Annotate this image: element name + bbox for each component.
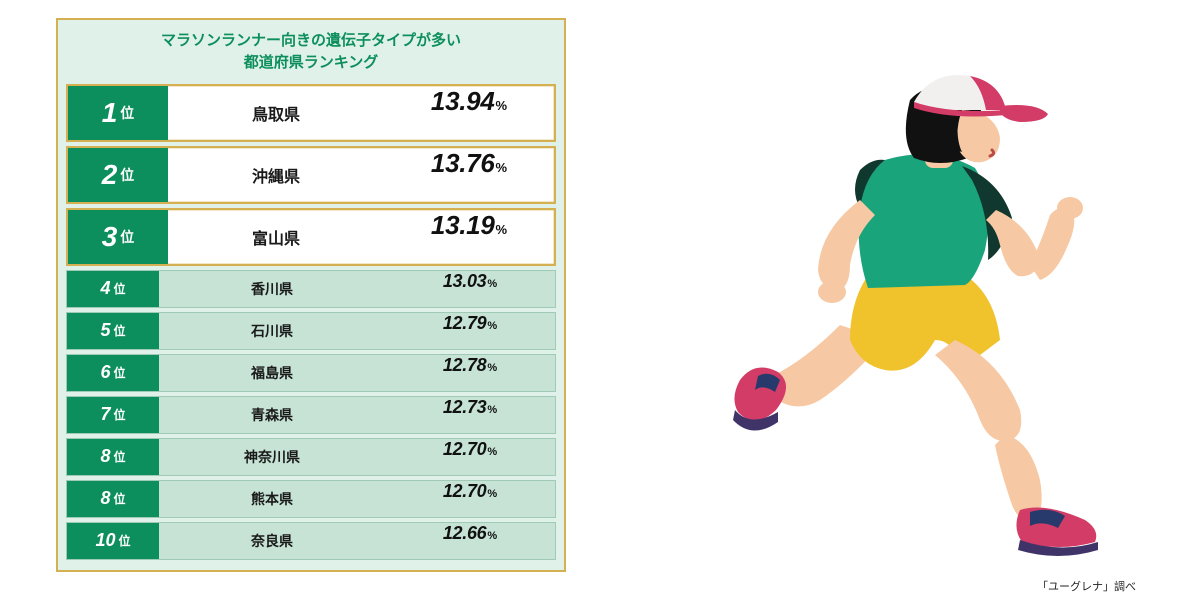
prefecture-name: 富山県 xyxy=(168,210,384,264)
percentage-unit: % xyxy=(487,446,497,458)
percentage-cell: 12.78% xyxy=(385,355,555,391)
title-line1: マラソンランナー向きの遺伝子タイプが多い xyxy=(161,32,461,49)
percentage-cell: 12.79% xyxy=(385,313,555,349)
percentage-value: 12.70 xyxy=(443,481,487,502)
percentage-value: 12.73 xyxy=(443,397,487,418)
ranking-row: 8位神奈川県12.70% xyxy=(66,438,556,476)
percentage-cell: 13.94% xyxy=(384,86,554,140)
ranking-row: 1位鳥取県13.94% xyxy=(66,84,556,142)
rank-number: 4 xyxy=(100,278,110,299)
prefecture-name: 香川県 xyxy=(159,271,385,307)
prefecture-name: 神奈川県 xyxy=(159,439,385,475)
rank-cell: 1位 xyxy=(68,86,168,140)
ranking-row: 5位石川県12.79% xyxy=(66,312,556,350)
ranking-row: 6位福島県12.78% xyxy=(66,354,556,392)
rank-cell: 5位 xyxy=(67,313,159,349)
rank-number: 3 xyxy=(102,221,118,253)
percentage-value: 12.79 xyxy=(443,313,487,334)
rank-suffix: 位 xyxy=(120,165,134,185)
rank-cell: 8位 xyxy=(67,481,159,517)
percentage-value: 13.94 xyxy=(431,86,495,117)
source-credit: 「ユーグレナ」調べ xyxy=(1037,578,1136,594)
percentage-cell: 12.73% xyxy=(385,397,555,433)
rank-suffix: 位 xyxy=(114,364,126,381)
percentage-unit: % xyxy=(496,222,508,237)
ranking-row: 2位沖縄県13.76% xyxy=(66,146,556,204)
percentage-value: 12.66 xyxy=(443,523,487,544)
prefecture-name: 福島県 xyxy=(159,355,385,391)
rank-number: 6 xyxy=(100,362,110,383)
percentage-value: 12.78 xyxy=(443,355,487,376)
percentage-unit: % xyxy=(487,278,497,290)
rank-number: 8 xyxy=(100,446,110,467)
rank-number: 8 xyxy=(100,488,110,509)
panel-title: マラソンランナー向きの遺伝子タイプが多い 都道府県ランキング xyxy=(66,20,556,84)
percentage-cell: 12.70% xyxy=(385,439,555,475)
runner-front-forearm xyxy=(1030,208,1074,280)
ranking-row: 3位富山県13.19% xyxy=(66,208,556,266)
percentage-cell: 13.03% xyxy=(385,271,555,307)
ranking-row: 4位香川県13.03% xyxy=(66,270,556,308)
percentage-value: 13.76 xyxy=(431,148,495,179)
percentage-value: 12.70 xyxy=(443,439,487,460)
percentage-unit: % xyxy=(487,404,497,416)
percentage-value: 13.19 xyxy=(431,210,495,241)
rank-cell: 7位 xyxy=(67,397,159,433)
prefecture-name: 鳥取県 xyxy=(168,86,384,140)
rank-suffix: 位 xyxy=(120,227,134,247)
percentage-unit: % xyxy=(487,320,497,332)
rank-cell: 4位 xyxy=(67,271,159,307)
rank-number: 10 xyxy=(95,530,115,551)
prefecture-name: 沖縄県 xyxy=(168,148,384,202)
title-line2: 都道府県ランキング xyxy=(244,54,379,71)
ranking-panel: マラソンランナー向きの遺伝子タイプが多い 都道府県ランキング 1位鳥取県13.9… xyxy=(56,18,566,572)
rank-number: 7 xyxy=(100,404,110,425)
percentage-cell: 13.76% xyxy=(384,148,554,202)
prefecture-name: 青森県 xyxy=(159,397,385,433)
percentage-cell: 12.70% xyxy=(385,481,555,517)
percentage-unit: % xyxy=(487,530,497,542)
rank-suffix: 位 xyxy=(120,103,134,123)
prefecture-name: 石川県 xyxy=(159,313,385,349)
ranking-row: 10位奈良県12.66% xyxy=(66,522,556,560)
percentage-unit: % xyxy=(496,160,508,175)
percentage-unit: % xyxy=(496,98,508,113)
rank-cell: 8位 xyxy=(67,439,159,475)
rank-cell: 3位 xyxy=(68,210,168,264)
rank-suffix: 位 xyxy=(114,490,126,507)
rank-number: 5 xyxy=(100,320,110,341)
percentage-value: 13.03 xyxy=(443,271,487,292)
ranking-row: 8位熊本県12.70% xyxy=(66,480,556,518)
rank-suffix: 位 xyxy=(114,322,126,339)
ranking-row: 7位青森県12.73% xyxy=(66,396,556,434)
runner-front-hand xyxy=(1057,197,1083,219)
rank-suffix: 位 xyxy=(119,532,131,549)
prefecture-name: 奈良県 xyxy=(159,523,385,559)
rank-suffix: 位 xyxy=(114,280,126,297)
runner-illustration xyxy=(700,40,1130,560)
rank-cell: 2位 xyxy=(68,148,168,202)
rank-cell: 6位 xyxy=(67,355,159,391)
percentage-unit: % xyxy=(487,488,497,500)
percentage-cell: 13.19% xyxy=(384,210,554,264)
ranking-rows: 1位鳥取県13.94%2位沖縄県13.76%3位富山県13.19%4位香川県13… xyxy=(66,84,556,560)
rank-cell: 10位 xyxy=(67,523,159,559)
percentage-unit: % xyxy=(487,362,497,374)
runner-front-shoe xyxy=(1016,508,1098,556)
prefecture-name: 熊本県 xyxy=(159,481,385,517)
rank-number: 1 xyxy=(102,97,118,129)
runner-front-thigh xyxy=(935,340,1021,441)
rank-number: 2 xyxy=(102,159,118,191)
runner-back-hand xyxy=(818,281,846,303)
rank-suffix: 位 xyxy=(114,406,126,423)
rank-suffix: 位 xyxy=(114,448,126,465)
percentage-cell: 12.66% xyxy=(385,523,555,559)
